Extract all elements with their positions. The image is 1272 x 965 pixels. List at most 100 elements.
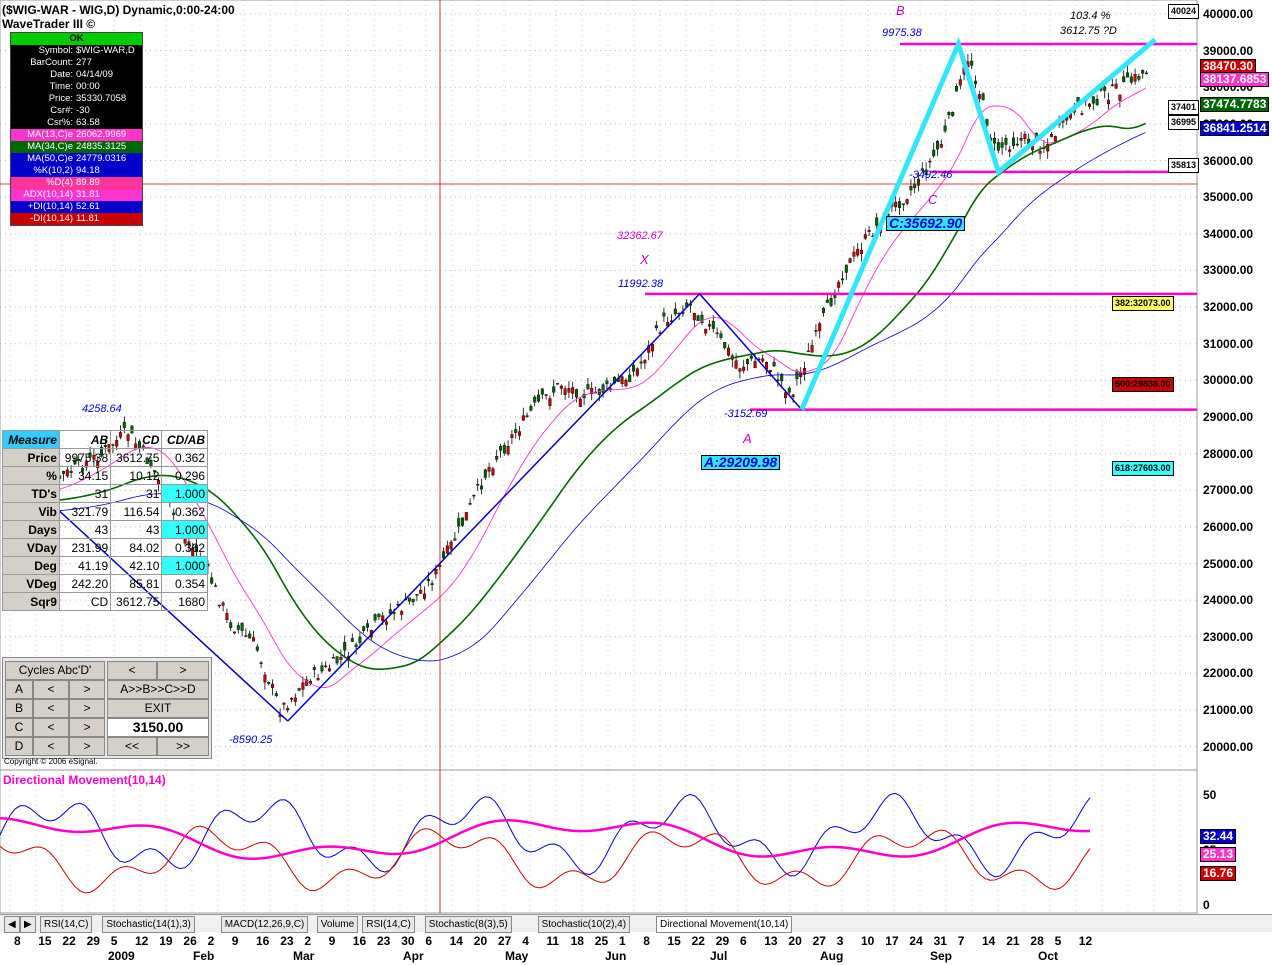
table-cell[interactable]: Deg <box>2 556 60 575</box>
candle-body <box>1012 137 1016 146</box>
candle-body <box>723 342 727 349</box>
x-month-label: Sep <box>930 949 953 963</box>
candle-body <box>898 201 902 209</box>
candle-body <box>928 160 932 163</box>
candle-body <box>1114 83 1118 89</box>
table-cell[interactable]: VDeg <box>2 574 60 593</box>
candle-body <box>654 325 658 329</box>
cycle-row-next-button[interactable]: > <box>69 680 105 699</box>
info-key: Csr#: <box>50 105 73 116</box>
candle-body <box>381 615 385 622</box>
x-tick-label: 29 <box>86 934 100 948</box>
cycle-row-prev-button[interactable]: < <box>33 718 69 737</box>
info-row: %K(10,2) 94.18 <box>11 165 142 177</box>
tab-scroll-right[interactable]: ▶ <box>20 916 36 933</box>
candle-body <box>635 368 639 376</box>
info-key: MA(13,C)e <box>27 129 73 140</box>
tab-indicator[interactable]: Stochastic(14(1),3) <box>102 916 195 933</box>
chart-subtitle: WaveTrader III © <box>2 17 96 31</box>
dmi-y-tick: 50 <box>1203 788 1217 802</box>
tab-indicator[interactable]: Stochastic(10(2),4) <box>537 916 631 933</box>
cycle-sequence-button[interactable]: A>>B>>C>>D <box>107 680 209 699</box>
candle-body <box>624 379 628 387</box>
y-tick-label: 40000.00 <box>1203 6 1254 21</box>
tab-scroll-left[interactable]: ◀ <box>4 916 20 933</box>
cycles-next-button[interactable]: > <box>157 661 209 680</box>
table-cell: 1680 <box>161 592 208 611</box>
candle-body <box>1141 69 1145 74</box>
candle-body <box>567 388 571 393</box>
swing-annotation: A <box>743 431 752 446</box>
candle-body <box>1145 72 1149 75</box>
candle-body <box>271 683 275 688</box>
cycle-row-prev-button[interactable]: < <box>33 680 69 699</box>
candle-body <box>1137 75 1141 80</box>
fib-level-label: 618:27603.00 <box>1112 461 1174 476</box>
table-cell[interactable]: % <box>2 466 60 485</box>
y-tick-label: 21000.00 <box>1203 703 1254 718</box>
cycle-row-next-button[interactable]: > <box>69 737 105 756</box>
candle-body <box>267 681 271 684</box>
tab-indicator[interactable]: Volume <box>316 916 359 933</box>
candle-body <box>917 178 921 186</box>
candle-body <box>894 201 898 208</box>
table-cell[interactable]: Sqr9 <box>2 592 60 611</box>
candle-body <box>822 307 826 313</box>
tab-indicator[interactable]: MACD(12,26,9,C) <box>220 916 309 933</box>
info-row: MA(13,C)e 26062.9969 <box>11 129 142 141</box>
cycle-row-next-button[interactable]: > <box>69 718 105 737</box>
table-cell[interactable]: Days <box>2 520 60 539</box>
cycle-row-prev-button[interactable]: < <box>33 699 69 718</box>
table-cell[interactable]: VDay <box>2 538 60 557</box>
cycles-forward-button[interactable]: >> <box>157 737 209 756</box>
tab-indicator[interactable]: Stochastic(8(3),5) <box>424 916 512 933</box>
candle-body <box>628 374 632 382</box>
candle-body <box>1046 143 1050 152</box>
candle-body <box>901 203 905 205</box>
tab-indicator[interactable]: RSI(14,C) <box>40 916 93 933</box>
x-month-label: Apr <box>403 949 424 963</box>
candle-body <box>122 422 126 428</box>
x-tick-label: 11 <box>546 934 560 948</box>
candle-body <box>746 359 750 364</box>
info-key: Price: <box>48 93 73 104</box>
dmi-value: 32.44 <box>1200 829 1237 844</box>
tab-indicator[interactable]: Directional Movement(10,14) <box>656 916 793 933</box>
indicator-tabs: ◀ ▶ RSI(14,C) Stochastic(14(1),3) MACD(12,26… <box>0 914 1272 933</box>
y-tick-label: 36000.00 <box>1203 153 1254 168</box>
candle-body <box>244 635 248 637</box>
table-cell[interactable]: Vib <box>2 502 60 521</box>
candle-body <box>453 538 457 541</box>
candle-body <box>236 625 240 630</box>
x-tick-label: 9 <box>328 934 336 948</box>
cycles-prev-button[interactable]: < <box>107 661 157 680</box>
y-tick-label: 22000.00 <box>1203 666 1254 681</box>
fib-level-label: 382:32073.00 <box>1112 296 1174 311</box>
candle-body <box>233 631 237 634</box>
x-month-label: Oct <box>1038 949 1059 963</box>
x-tick-label: 12 <box>135 934 149 948</box>
tab-indicator[interactable]: RSI(14,C) <box>362 916 415 933</box>
cycles-back-button[interactable]: << <box>107 737 157 756</box>
exit-button[interactable]: EXIT <box>107 699 209 718</box>
candle-body <box>320 665 324 672</box>
candle-body <box>662 312 666 317</box>
x-tick-label: 5 <box>110 934 118 948</box>
cycle-row-next-button[interactable]: > <box>69 699 105 718</box>
table-header: CD/AB <box>161 430 208 449</box>
candle-body <box>282 702 286 705</box>
x-tick-label: 10 <box>861 934 875 948</box>
table-cell: 42.10 <box>110 556 163 575</box>
candle-body <box>875 217 879 226</box>
candle-body <box>373 614 377 621</box>
x-tick-label: 25 <box>594 934 609 948</box>
table-cell[interactable]: Price <box>2 448 60 467</box>
candle-body <box>552 386 556 393</box>
candle-body <box>529 405 533 411</box>
candle-body <box>806 350 810 353</box>
table-cell[interactable]: TD's <box>2 484 60 503</box>
swing-annotation: -3152.69 <box>724 408 768 420</box>
table-cell: 31 <box>110 484 163 503</box>
candle-body <box>419 589 423 594</box>
cycle-row-prev-button[interactable]: < <box>33 737 69 756</box>
